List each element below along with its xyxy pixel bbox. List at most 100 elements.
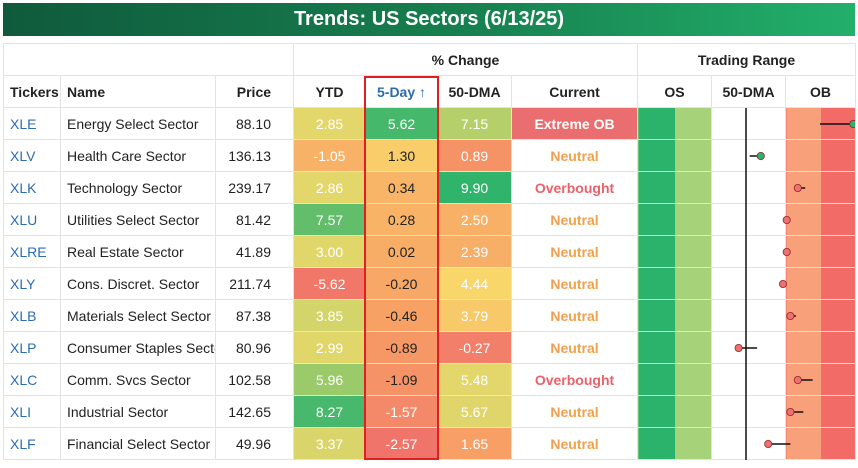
ticker-link[interactable]: XLC — [3, 363, 61, 396]
ytd-value: 5.96 — [293, 363, 367, 396]
sector-name: Industrial Sector — [60, 395, 216, 428]
group-header-blank — [2, 43, 295, 76]
ytd-value: 3.37 — [293, 427, 367, 460]
price-value: 211.74 — [214, 267, 295, 300]
dma50-value: -0.27 — [437, 331, 513, 364]
range-os-cell — [637, 299, 713, 332]
ticker-link[interactable]: XLI — [3, 395, 61, 428]
range-os-cell — [637, 267, 713, 300]
col-current[interactable]: Current — [511, 75, 639, 108]
table-row: XLF Financial Select Sector 49.96 3.37 -2.57… — [3, 427, 857, 460]
col-price[interactable]: Price — [214, 75, 295, 108]
col-50dma[interactable]: 50-DMA — [437, 75, 513, 108]
range-position-dot — [786, 407, 795, 416]
ytd-value: 3.85 — [293, 299, 367, 332]
sector-name: Real Estate Sector — [60, 235, 216, 268]
range-os-cell — [637, 203, 713, 236]
range-position-dot — [849, 120, 855, 128]
dma50-value: 3.79 — [437, 299, 513, 332]
five-day-value: 0.02 — [365, 235, 439, 268]
price-value: 87.38 — [214, 299, 295, 332]
range-position-dot — [782, 216, 791, 225]
ticker-link[interactable]: XLE — [3, 107, 61, 140]
range-position-dot — [782, 247, 791, 256]
range-dma-cell — [711, 235, 787, 268]
dma50-value: 7.15 — [437, 107, 513, 140]
ytd-value: 7.57 — [293, 203, 367, 236]
col-5day-sorted[interactable]: 5-Day ↑ — [365, 75, 439, 108]
price-value: 41.89 — [214, 235, 295, 268]
range-position-dot — [764, 439, 773, 448]
range-dma-cell — [711, 363, 787, 396]
five-day-value: -0.89 — [365, 331, 439, 364]
sector-name: Health Care Sector — [60, 139, 216, 172]
ytd-value: 2.99 — [293, 331, 367, 364]
dma50-value: 1.65 — [437, 427, 513, 460]
ytd-value: -5.62 — [293, 267, 367, 300]
ticker-link[interactable]: XLRE — [3, 235, 61, 268]
range-os-cell — [637, 139, 713, 172]
table-row: XLY Cons. Discret. Sector 211.74 -5.62 -0.20… — [3, 267, 857, 300]
ticker-link[interactable]: XLB — [3, 299, 61, 332]
dma50-value: 9.90 — [437, 171, 513, 204]
current-status: Neutral — [511, 267, 639, 300]
sector-name: Materials Select Sector — [60, 299, 216, 332]
range-dma-cell — [711, 171, 787, 204]
ytd-value: 2.86 — [293, 171, 367, 204]
current-status: Overbought — [511, 171, 639, 204]
five-day-value: -0.46 — [365, 299, 439, 332]
ytd-value: 8.27 — [293, 395, 367, 428]
table-row: XLU Utilities Select Sector 81.42 7.57 0.28 2… — [3, 203, 857, 236]
range-position-dot — [734, 343, 743, 352]
price-value: 81.42 — [214, 203, 295, 236]
ticker-link[interactable]: XLU — [3, 203, 61, 236]
ytd-value: 3.00 — [293, 235, 367, 268]
range-position-dot — [778, 279, 787, 288]
range-ob-cell — [785, 267, 857, 300]
table-row: XLI Industrial Sector 142.65 8.27 -1.57 5.67 N… — [3, 395, 857, 428]
ticker-link[interactable]: XLY — [3, 267, 61, 300]
col-name[interactable]: Name — [60, 75, 216, 108]
ticker-link[interactable]: XLF — [3, 427, 61, 460]
ytd-value: -1.05 — [293, 139, 367, 172]
range-position-dot — [756, 152, 765, 161]
current-status: Neutral — [511, 139, 639, 172]
range-ob-cell — [785, 331, 857, 364]
five-day-value: -0.20 — [365, 267, 439, 300]
range-position-dot — [786, 311, 795, 320]
range-position-dot — [793, 184, 802, 193]
current-status: Overbought — [511, 363, 639, 396]
range-ob-cell — [785, 427, 857, 460]
col-ob: OB — [785, 75, 857, 108]
range-os-cell — [637, 363, 713, 396]
col-tickers[interactable]: Tickers — [3, 75, 61, 108]
price-value: 49.96 — [214, 427, 295, 460]
trading-range-header: Trading Range — [637, 43, 857, 76]
five-day-value: 1.30 — [365, 139, 439, 172]
range-dma-cell — [711, 427, 787, 460]
sector-name: Consumer Staples Sector — [60, 331, 216, 364]
five-day-value: -1.57 — [365, 395, 439, 428]
range-dma-cell — [711, 395, 787, 428]
range-os-cell — [637, 235, 713, 268]
col-ytd[interactable]: YTD — [293, 75, 367, 108]
price-value: 239.17 — [214, 171, 295, 204]
five-day-value: -2.57 — [365, 427, 439, 460]
table-row: XLE Energy Select Sector 88.10 2.85 5.62 7.15… — [3, 107, 857, 140]
range-ob-cell — [785, 235, 857, 268]
current-status: Neutral — [511, 427, 639, 460]
five-day-value: 0.28 — [365, 203, 439, 236]
dma50-value: 2.50 — [437, 203, 513, 236]
page-title-banner: Trends: US Sectors (6/13/25) — [3, 3, 855, 36]
current-status: Neutral — [511, 331, 639, 364]
price-value: 142.65 — [214, 395, 295, 428]
ticker-link[interactable]: XLK — [3, 171, 61, 204]
table-row: XLV Health Care Sector 136.13 -1.05 1.30 0.89… — [3, 139, 857, 172]
current-status: Extreme OB — [511, 107, 639, 140]
ticker-link[interactable]: XLP — [3, 331, 61, 364]
range-ob-cell — [785, 299, 857, 332]
dma50-value: 5.48 — [437, 363, 513, 396]
ticker-link[interactable]: XLV — [3, 139, 61, 172]
range-os-cell — [637, 427, 713, 460]
current-status: Neutral — [511, 235, 639, 268]
